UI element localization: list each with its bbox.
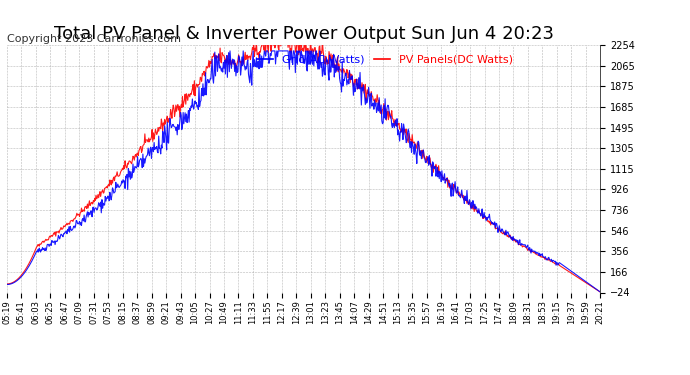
Title: Total PV Panel & Inverter Power Output Sun Jun 4 20:23: Total PV Panel & Inverter Power Output S… [54,26,553,44]
Text: Copyright 2023 Cartronics.com: Copyright 2023 Cartronics.com [7,34,181,44]
Legend: Grid(AC Watts), PV Panels(DC Watts): Grid(AC Watts), PV Panels(DC Watts) [253,51,518,69]
